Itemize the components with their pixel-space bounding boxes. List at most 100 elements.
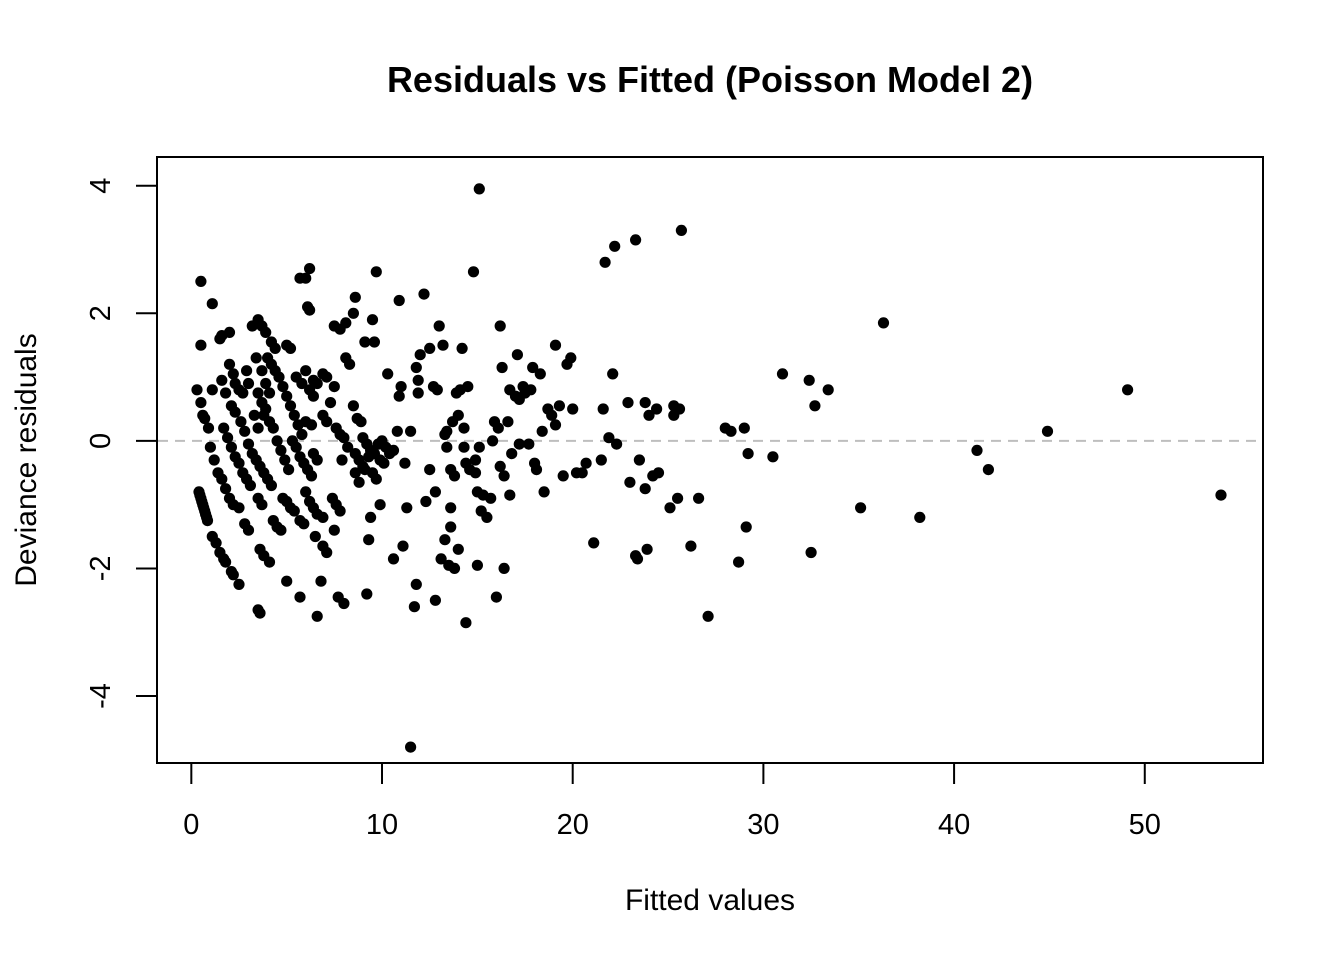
data-point <box>204 441 216 453</box>
data-point <box>414 349 426 361</box>
data-point <box>391 425 403 437</box>
data-point <box>424 342 436 354</box>
data-point <box>307 390 319 402</box>
data-point <box>588 537 600 549</box>
data-point <box>244 479 256 492</box>
x-tick-label: 30 <box>747 809 779 841</box>
data-point <box>284 400 297 412</box>
data-point <box>458 441 470 453</box>
data-point <box>275 524 287 536</box>
data-point <box>914 511 926 523</box>
data-point <box>223 358 236 370</box>
data-point <box>511 349 523 361</box>
data-point <box>317 511 329 523</box>
data-point <box>258 409 270 421</box>
data-point <box>300 486 312 498</box>
data-point <box>424 464 436 476</box>
data-point <box>269 342 281 354</box>
data-point <box>767 451 779 463</box>
data-point <box>420 495 432 508</box>
data-point <box>405 741 417 753</box>
data-point <box>273 371 285 383</box>
data-point <box>452 409 464 421</box>
data-point <box>469 454 482 466</box>
data-point <box>305 470 318 482</box>
data-point <box>418 288 430 300</box>
data-point <box>311 610 323 622</box>
data-point <box>458 422 470 434</box>
data-point <box>405 425 417 437</box>
data-point <box>368 336 380 348</box>
data-point <box>395 381 407 393</box>
data-point <box>370 266 382 278</box>
data-point <box>387 553 400 565</box>
data-point <box>1122 384 1134 396</box>
data-point <box>311 377 323 390</box>
data-point <box>437 339 449 351</box>
data-point <box>622 397 634 409</box>
data-point <box>982 464 995 476</box>
data-point <box>263 556 276 568</box>
y-axis-label: Deviance residuals <box>10 333 43 586</box>
data-point <box>252 387 264 399</box>
data-point <box>410 578 422 591</box>
data-point <box>492 422 504 434</box>
y-tick-label: -4 <box>85 683 117 709</box>
data-point <box>494 460 506 472</box>
data-point <box>349 467 361 479</box>
data-point <box>248 409 260 421</box>
data-point <box>401 502 413 514</box>
data-point <box>202 422 215 434</box>
y-tick-label: -2 <box>85 556 117 582</box>
data-point <box>374 499 386 511</box>
data-point <box>279 454 291 466</box>
data-point <box>527 361 539 374</box>
data-point <box>412 374 424 386</box>
data-point <box>733 556 745 568</box>
data-point <box>805 546 817 559</box>
data-point <box>609 240 621 252</box>
data-point <box>641 543 653 555</box>
data-point <box>275 444 287 456</box>
data-point <box>549 339 562 351</box>
data-point <box>222 432 234 444</box>
data-point <box>250 352 262 364</box>
data-point <box>473 183 485 195</box>
data-point <box>877 317 890 329</box>
data-point <box>242 377 255 390</box>
data-point <box>288 409 300 421</box>
data-point <box>506 448 518 460</box>
data-point <box>300 272 312 284</box>
data-point <box>412 387 424 399</box>
data-point <box>393 294 405 307</box>
x-axis-label: Fitted values <box>625 884 795 917</box>
data-point <box>225 441 237 453</box>
data-point <box>1041 425 1054 437</box>
data-point <box>347 307 359 319</box>
data-point <box>530 464 543 476</box>
data-point <box>565 352 577 364</box>
data-point <box>597 403 609 415</box>
data-point <box>311 454 323 466</box>
x-tick-label: 50 <box>1129 809 1161 841</box>
data-point <box>342 441 354 453</box>
data-point <box>485 492 497 504</box>
y-axis: -4 -2 0 2 4 <box>85 178 158 709</box>
data-point <box>199 412 211 425</box>
data-point <box>263 387 276 399</box>
data-point <box>742 448 754 460</box>
data-point <box>359 336 371 348</box>
data-point <box>502 416 514 428</box>
x-tick-label: 20 <box>557 809 589 841</box>
data-point <box>321 416 333 428</box>
data-point <box>242 438 255 450</box>
data-point <box>328 381 340 393</box>
data-point <box>353 476 365 488</box>
data-point <box>233 457 245 469</box>
data-point <box>239 425 251 437</box>
data-point <box>498 562 510 575</box>
data-point <box>288 505 300 517</box>
data-point <box>309 530 321 543</box>
x-tick-label: 40 <box>938 809 970 841</box>
